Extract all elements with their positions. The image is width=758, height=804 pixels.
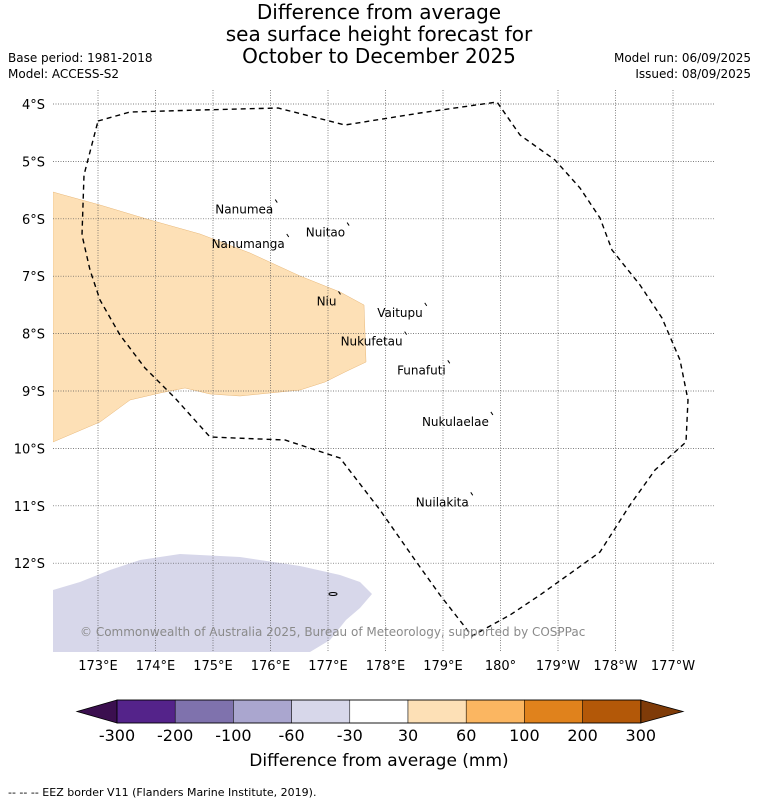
colorbar-tick: 100: [509, 726, 540, 745]
lat-tick-label: 6°S: [22, 213, 45, 228]
island-label: Nanumanga: [212, 237, 285, 251]
colorbar-segment: [524, 699, 583, 724]
lon-tick-label: 174°E: [136, 659, 176, 674]
island-layer: Nanumea Nanumanga Nuitao Niu Vaitupu Nukufeta…: [212, 199, 494, 509]
base-period: Base period: 1981-2018: [8, 51, 153, 65]
colorbar-label: Difference from average (mm): [249, 751, 509, 771]
lon-tick-label: 179°W: [536, 659, 580, 674]
island-label: Nuitao: [306, 226, 345, 240]
island-outline: [274, 199, 278, 203]
colorbar-segment: [116, 699, 176, 724]
map-title-line-2: sea surface height forecast for: [225, 22, 533, 46]
colorbar-extend-low: [75, 699, 118, 724]
island-outline: [338, 291, 341, 295]
model-run-date: Model run: 06/09/2025: [613, 51, 751, 65]
anomaly-region-positive: [53, 191, 367, 443]
eez-footnote: -- -- -- EEZ border V11 (Flanders Marine…: [8, 786, 317, 799]
lon-tick-label: 177°W: [651, 659, 695, 674]
colorbar-segment: [349, 699, 409, 724]
island-outline: [470, 492, 474, 496]
colorbar-segment: [407, 699, 467, 724]
colorbar-segment: [233, 699, 292, 724]
model-name: Model: ACCESS-S2: [8, 67, 120, 81]
island-outline: [490, 411, 494, 416]
colorbar-tick: -30: [336, 726, 363, 745]
eez-border: [81, 101, 689, 637]
lon-tick-label: 179°E: [423, 659, 463, 674]
lon-tick-label: 175°E: [193, 659, 233, 674]
colorbar-tick: -200: [157, 726, 194, 745]
lat-tick-label: 5°S: [22, 155, 45, 170]
colorbar-frame: [116, 699, 642, 724]
lon-tick-label: 177°E: [308, 659, 348, 674]
island-label: Nuilakita: [416, 495, 469, 509]
colorbar-segment: [174, 699, 234, 724]
lat-tick-label: 12°S: [14, 557, 45, 572]
islet-outline: [328, 592, 338, 596]
colorbar-tick: -60: [278, 726, 305, 745]
lat-tick-label: 9°S: [22, 385, 45, 400]
lon-tick-label: 180°: [485, 659, 516, 674]
island-label: Funafuti: [397, 363, 446, 377]
island-outline: [286, 233, 290, 238]
island-label: Nukulaelae: [422, 415, 489, 429]
map-plot-area: Nanumea Nanumanga Nuitao Niu Vaitupu Nukufeta…: [53, 90, 714, 652]
lon-tick-label: 178°W: [593, 659, 637, 674]
island-outline: [424, 302, 428, 307]
colorbar: [75, 699, 685, 724]
lon-tick-label: 176°E: [251, 659, 291, 674]
colorbar-tick: 60: [456, 726, 477, 745]
graticule: [53, 90, 714, 652]
copyright-notice: © Commonwealth of Australia 2025, Bureau…: [80, 625, 585, 639]
colorbar-segment: [582, 699, 642, 724]
colorbar-tick: 30: [397, 726, 419, 745]
map-title-line-1: Difference from average: [256, 0, 502, 24]
colorbar-extend-high: [640, 699, 685, 724]
colorbar-segment: [291, 699, 351, 724]
lon-tick-label: 173°E: [78, 659, 118, 674]
colorbar-segment: [465, 699, 525, 724]
island-outline: [447, 360, 451, 364]
colorbar-tick: -300: [98, 726, 136, 745]
longitude-labels: 173°E 174°E 175°E 176°E 177°E 178°E 179°E 180° 1…: [78, 659, 695, 674]
colorbar-tick: 300: [625, 726, 657, 745]
island-outline: [346, 222, 350, 226]
island-label: Nanumea: [215, 203, 273, 217]
latitude-labels: 4°S 5°S 6°S 7°S 8°S 9°S 10°S 11°S 12°S: [14, 98, 45, 572]
lon-tick-label: 178°E: [366, 659, 406, 674]
colorbar-tick: 200: [567, 726, 598, 745]
lat-tick-label: 7°S: [22, 270, 45, 285]
lat-tick-label: 11°S: [14, 500, 45, 515]
island-label: Niu: [317, 294, 337, 308]
anomaly-region-negative: [53, 554, 372, 652]
lat-tick-label: 4°S: [22, 98, 45, 113]
island-label: Nukufetau: [341, 335, 403, 349]
lat-tick-label: 10°S: [14, 442, 45, 457]
issued-date: Issued: 08/09/2025: [635, 67, 751, 81]
map-title-line-3: October to December 2025: [242, 44, 516, 68]
island-label: Vaitupu: [377, 306, 423, 320]
colorbar-tick: -100: [215, 726, 252, 745]
lat-tick-label: 8°S: [22, 328, 45, 343]
island-outline: [404, 331, 408, 335]
